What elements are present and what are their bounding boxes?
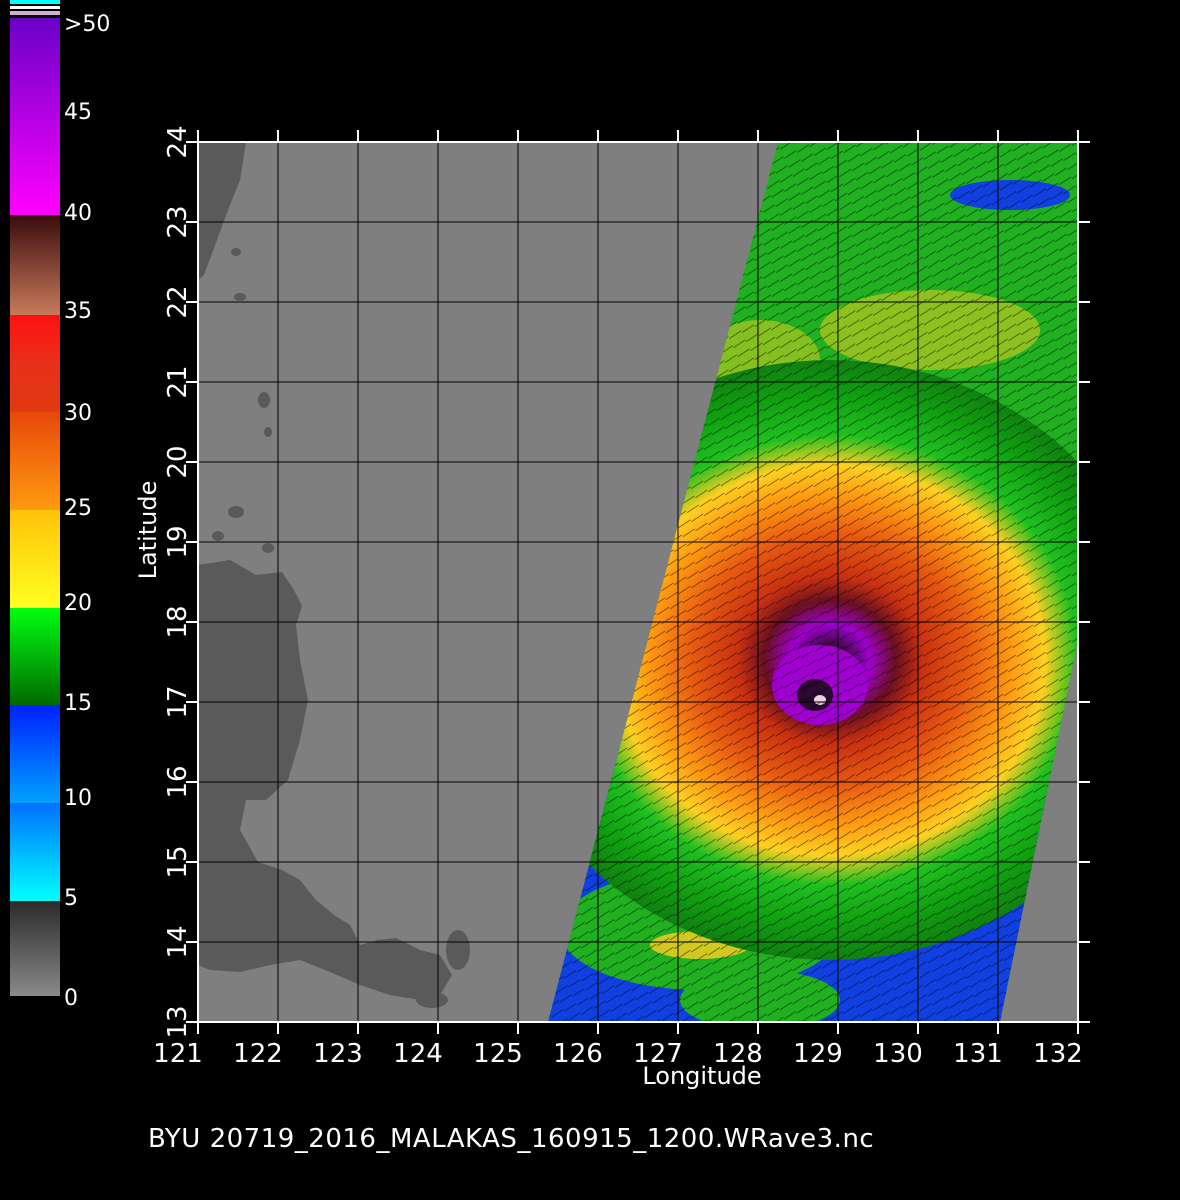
y-tick-label: 21: [163, 365, 193, 398]
colorbar-label: 25: [64, 496, 92, 521]
x-tick-label: 124: [393, 1039, 443, 1069]
x-tick-label: 130: [873, 1039, 923, 1069]
colorbar-label: 10: [64, 786, 92, 811]
colorbar-label: 35: [64, 299, 92, 324]
colorbar-segment-0-5: [10, 901, 60, 996]
land-luzon: [198, 560, 452, 1000]
colorbar-label: 30: [64, 401, 92, 426]
x-tick-label: 126: [553, 1039, 603, 1069]
y-tick-label: 16: [163, 765, 193, 798]
land-island: [416, 992, 448, 1008]
colorbar-cap-white: [10, 6, 60, 9]
colorbar-segment-5-10: [10, 803, 60, 901]
colorbar-segment-25-30: [10, 412, 60, 510]
plot-border: [197, 141, 1079, 1023]
land-islet: [231, 248, 241, 256]
y-tick-label: 19: [163, 525, 193, 558]
x-tick-label: 127: [633, 1039, 683, 1069]
colorbar-cap-pink: [10, 11, 60, 15]
x-tick-label: 129: [793, 1039, 843, 1069]
y-tick-label: 24: [163, 125, 193, 158]
colorbar-label: >50: [64, 12, 111, 37]
y-tick-label: 17: [163, 685, 193, 718]
x-ticks: [197, 130, 1079, 1034]
y-tick-label: 23: [163, 205, 193, 238]
y-ticks: [186, 141, 1090, 1023]
y-tick-label: 22: [163, 285, 193, 318]
x-axis-label: Longitude: [642, 1062, 761, 1090]
colorbar-label: 5: [64, 886, 78, 911]
x-tick-label: 131: [953, 1039, 1003, 1069]
x-tick-label: 128: [713, 1039, 763, 1069]
y-tick-label: 20: [163, 445, 193, 478]
y-tick-label: 14: [163, 925, 193, 958]
land-islet: [212, 531, 224, 541]
land-island-catanduanes: [446, 930, 470, 970]
x-tick-labels: 121 122 123 124 125 126 127 128 129 130 …: [153, 1039, 1083, 1069]
land-taiwan: [198, 142, 246, 280]
x-tick-label: 125: [473, 1039, 523, 1069]
y-axis-label: Latitude: [134, 481, 162, 580]
x-tick-label: 122: [233, 1039, 283, 1069]
x-tick-label: 123: [313, 1039, 363, 1069]
land-masses: [198, 142, 470, 1008]
colorbar-segment-20-25: [10, 510, 60, 608]
land-islet: [228, 506, 244, 518]
colorbar-label: 45: [64, 100, 92, 125]
colorbar-label: 40: [64, 201, 92, 226]
y-tick-labels: 13 14 15 16 17 18 19 20 21 22 23 24: [163, 125, 193, 1038]
land-islet: [264, 427, 272, 437]
colorbar-label: 15: [64, 691, 92, 716]
colorbar-segment-10-15: [10, 705, 60, 803]
y-tick-label: 13: [163, 1005, 193, 1038]
colorbar-segment-40-50: [10, 18, 60, 215]
land-islet: [234, 293, 246, 301]
grid-lines: [198, 142, 1078, 1022]
land-islet: [258, 392, 270, 408]
map-area: [198, 142, 1078, 1022]
plot-frame: [186, 130, 1090, 1034]
footer-filename: BYU 20719_2016_MALAKAS_160915_1200.WRave…: [148, 1124, 875, 1154]
land-islet: [262, 543, 274, 553]
colorbar-segment-35-40: [10, 215, 60, 315]
colorbar-label: 20: [64, 591, 92, 616]
x-tick-label: 121: [153, 1039, 203, 1069]
y-tick-label: 15: [163, 845, 193, 878]
colorbar-cap-cyan: [10, 0, 60, 4]
colorbar-segment-15-20: [10, 608, 60, 705]
x-tick-label: 132: [1033, 1039, 1083, 1069]
colorbar-label: 0: [64, 986, 78, 1011]
colorbar: [10, 0, 60, 996]
colorbar-segment-30-35: [10, 315, 60, 412]
y-tick-label: 18: [163, 605, 193, 638]
